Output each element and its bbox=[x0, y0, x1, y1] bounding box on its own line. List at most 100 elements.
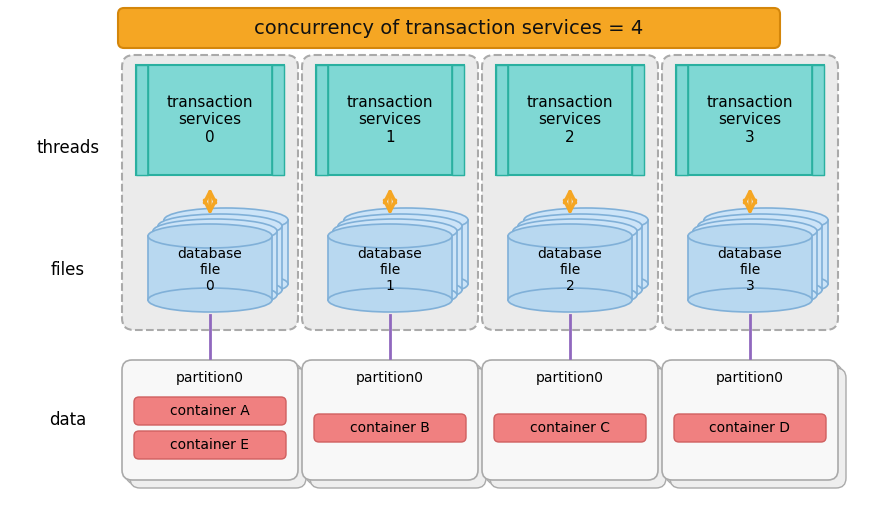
Text: partition0: partition0 bbox=[356, 371, 424, 385]
FancyBboxPatch shape bbox=[482, 360, 657, 480]
Ellipse shape bbox=[523, 272, 647, 296]
Polygon shape bbox=[675, 65, 823, 175]
FancyBboxPatch shape bbox=[314, 414, 466, 442]
Text: container E: container E bbox=[171, 438, 249, 452]
Polygon shape bbox=[316, 65, 327, 175]
FancyBboxPatch shape bbox=[306, 364, 482, 484]
Ellipse shape bbox=[327, 288, 451, 312]
Polygon shape bbox=[704, 220, 827, 284]
Polygon shape bbox=[333, 231, 457, 295]
Ellipse shape bbox=[148, 224, 272, 248]
Ellipse shape bbox=[512, 283, 637, 307]
Polygon shape bbox=[675, 65, 687, 175]
Ellipse shape bbox=[333, 219, 457, 243]
Text: container D: container D bbox=[709, 421, 789, 435]
FancyBboxPatch shape bbox=[122, 360, 298, 480]
Ellipse shape bbox=[704, 208, 827, 232]
Ellipse shape bbox=[338, 278, 461, 302]
Ellipse shape bbox=[697, 214, 821, 238]
Polygon shape bbox=[697, 226, 821, 290]
Polygon shape bbox=[136, 65, 283, 175]
Polygon shape bbox=[327, 236, 451, 300]
FancyBboxPatch shape bbox=[493, 414, 645, 442]
Ellipse shape bbox=[687, 288, 811, 312]
Polygon shape bbox=[512, 231, 637, 295]
FancyBboxPatch shape bbox=[662, 55, 837, 330]
FancyBboxPatch shape bbox=[489, 368, 665, 488]
Ellipse shape bbox=[343, 272, 468, 296]
Polygon shape bbox=[164, 220, 288, 284]
Ellipse shape bbox=[692, 283, 816, 307]
Ellipse shape bbox=[153, 283, 276, 307]
Ellipse shape bbox=[692, 219, 816, 243]
FancyBboxPatch shape bbox=[482, 55, 657, 330]
Ellipse shape bbox=[148, 288, 272, 312]
FancyBboxPatch shape bbox=[485, 364, 662, 484]
Polygon shape bbox=[692, 231, 816, 295]
Polygon shape bbox=[316, 65, 463, 175]
Text: transaction
services
3: transaction services 3 bbox=[706, 95, 792, 145]
FancyBboxPatch shape bbox=[309, 368, 485, 488]
Text: files: files bbox=[51, 261, 85, 279]
Ellipse shape bbox=[333, 283, 457, 307]
Polygon shape bbox=[153, 231, 276, 295]
Text: transaction
services
1: transaction services 1 bbox=[346, 95, 433, 145]
Polygon shape bbox=[451, 65, 463, 175]
Ellipse shape bbox=[158, 214, 282, 238]
FancyBboxPatch shape bbox=[126, 364, 301, 484]
Text: transaction
services
2: transaction services 2 bbox=[527, 95, 612, 145]
Ellipse shape bbox=[697, 278, 821, 302]
Polygon shape bbox=[272, 65, 283, 175]
Text: partition0: partition0 bbox=[715, 371, 783, 385]
Ellipse shape bbox=[153, 219, 276, 243]
Ellipse shape bbox=[512, 219, 637, 243]
Polygon shape bbox=[631, 65, 644, 175]
Text: container C: container C bbox=[529, 421, 610, 435]
Ellipse shape bbox=[508, 288, 631, 312]
Polygon shape bbox=[508, 236, 631, 300]
Polygon shape bbox=[136, 65, 148, 175]
Polygon shape bbox=[343, 220, 468, 284]
FancyBboxPatch shape bbox=[130, 368, 306, 488]
Ellipse shape bbox=[327, 224, 451, 248]
Text: transaction
services
0: transaction services 0 bbox=[166, 95, 253, 145]
Ellipse shape bbox=[523, 208, 647, 232]
Text: threads: threads bbox=[37, 139, 99, 157]
Polygon shape bbox=[148, 236, 272, 300]
Polygon shape bbox=[811, 65, 823, 175]
Ellipse shape bbox=[338, 214, 461, 238]
Ellipse shape bbox=[687, 224, 811, 248]
Text: partition0: partition0 bbox=[536, 371, 603, 385]
Text: database
file
2: database file 2 bbox=[537, 247, 602, 293]
FancyBboxPatch shape bbox=[134, 431, 286, 459]
Text: container A: container A bbox=[170, 404, 249, 418]
Text: database
file
1: database file 1 bbox=[358, 247, 422, 293]
Ellipse shape bbox=[518, 278, 641, 302]
Text: database
file
3: database file 3 bbox=[717, 247, 781, 293]
Text: concurrency of transaction services = 4: concurrency of transaction services = 4 bbox=[254, 18, 643, 38]
Ellipse shape bbox=[343, 208, 468, 232]
FancyBboxPatch shape bbox=[118, 8, 780, 48]
Polygon shape bbox=[338, 226, 461, 290]
Ellipse shape bbox=[164, 208, 288, 232]
FancyBboxPatch shape bbox=[301, 55, 477, 330]
FancyBboxPatch shape bbox=[670, 368, 845, 488]
Polygon shape bbox=[687, 236, 811, 300]
Polygon shape bbox=[495, 65, 508, 175]
FancyBboxPatch shape bbox=[122, 55, 298, 330]
Ellipse shape bbox=[704, 272, 827, 296]
FancyBboxPatch shape bbox=[673, 414, 825, 442]
Ellipse shape bbox=[518, 214, 641, 238]
Ellipse shape bbox=[164, 272, 288, 296]
Text: data: data bbox=[49, 411, 87, 429]
Text: partition0: partition0 bbox=[176, 371, 244, 385]
Text: database
file
0: database file 0 bbox=[177, 247, 242, 293]
Text: container B: container B bbox=[350, 421, 429, 435]
Ellipse shape bbox=[158, 278, 282, 302]
Polygon shape bbox=[495, 65, 644, 175]
FancyBboxPatch shape bbox=[665, 364, 841, 484]
FancyBboxPatch shape bbox=[662, 360, 837, 480]
Polygon shape bbox=[523, 220, 647, 284]
FancyBboxPatch shape bbox=[301, 360, 477, 480]
FancyBboxPatch shape bbox=[134, 397, 286, 425]
